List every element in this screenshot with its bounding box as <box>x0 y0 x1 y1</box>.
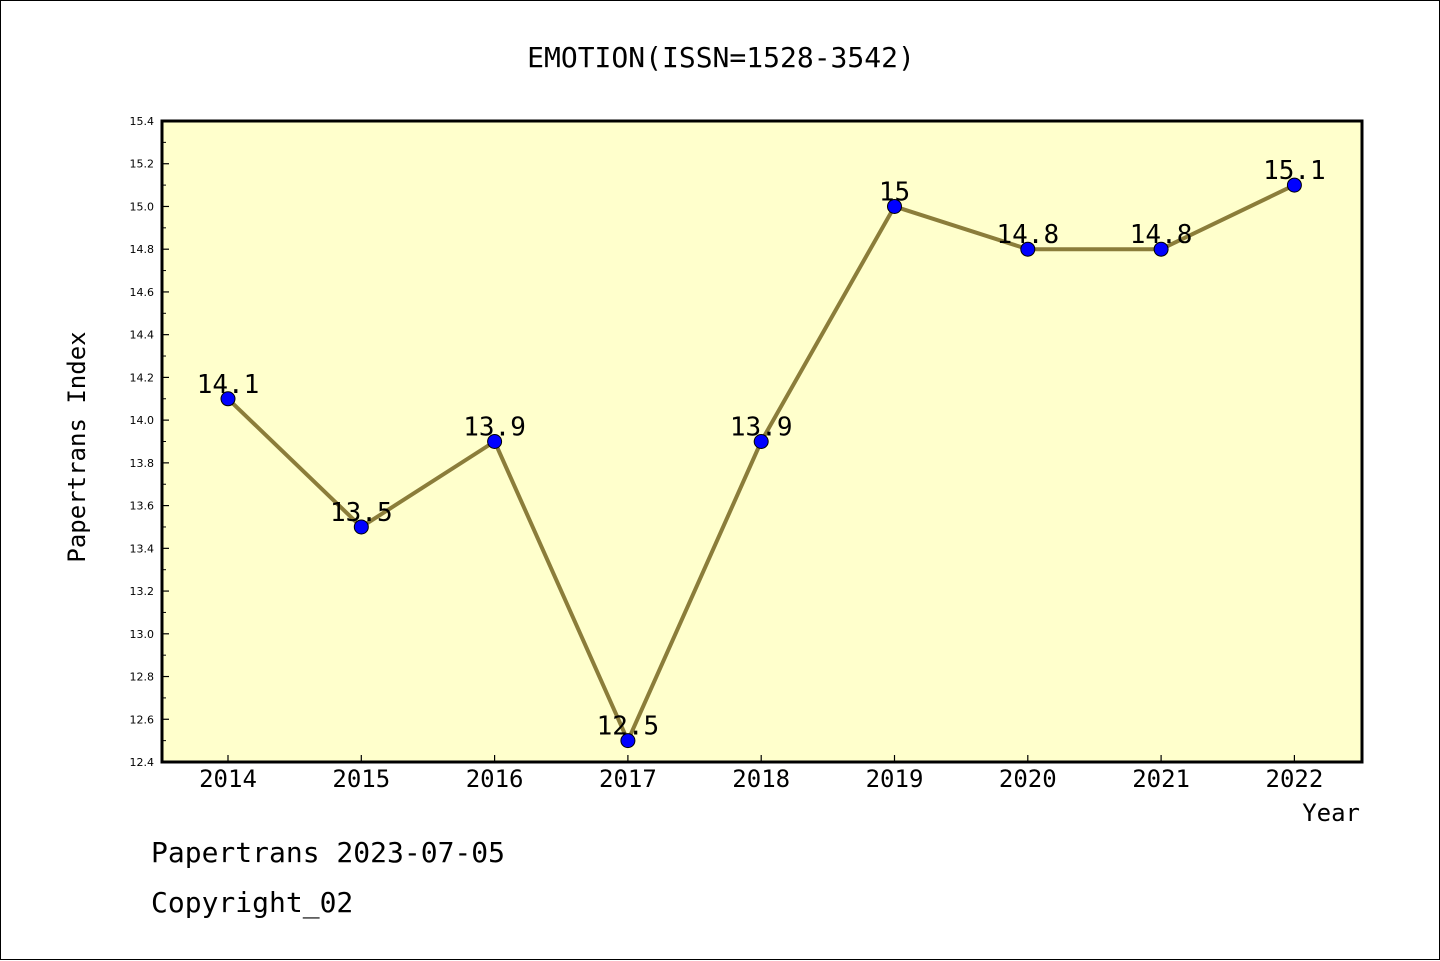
data-label: 15 <box>879 177 910 207</box>
data-point <box>620 733 636 749</box>
y-tick-label: 13.8 <box>130 457 155 470</box>
x-axis-label: Year <box>1302 799 1360 827</box>
data-label: 12.5 <box>597 712 660 742</box>
data-labels: 14.1 13.5 13.9 12.5 13.9 15 14.8 14.8 15.1 <box>197 156 1326 742</box>
y-tick-label: 15.2 <box>130 158 155 171</box>
data-label: 13.9 <box>730 413 793 443</box>
y-tick-label: 12.6 <box>130 713 155 726</box>
data-point <box>487 434 503 449</box>
data-point <box>220 391 236 407</box>
footer-copyright: Copyright_02 <box>151 886 354 919</box>
data-point <box>887 198 902 214</box>
x-tick-label: 2016 <box>466 765 524 793</box>
y-axis-label: Papertrans Index <box>63 331 91 562</box>
y-tick-labels: 12.4 12.6 12.8 13.0 13.2 13.4 13.6 13.8 14.0 14.2… <box>130 115 155 769</box>
y-tick-label: 13.4 <box>130 542 155 555</box>
data-label: 13.5 <box>330 498 393 528</box>
x-tick-label: 2019 <box>866 765 924 793</box>
y-tick-label: 12.8 <box>130 671 155 684</box>
x-tick-label: 2015 <box>332 765 390 793</box>
footer-date: Papertrans 2023-07-05 <box>151 836 506 869</box>
x-tick-label: 2021 <box>1132 765 1190 793</box>
data-label: 13.9 <box>463 413 526 443</box>
y-tick-label: 14.8 <box>130 243 155 256</box>
y-tick-label: 14.0 <box>130 414 155 427</box>
data-points <box>220 177 1302 749</box>
y-tick-label: 12.4 <box>130 756 155 769</box>
x-tick-label: 2020 <box>999 765 1057 793</box>
y-tick-label: 14.4 <box>130 329 155 342</box>
plot-border <box>160 119 1364 764</box>
x-tick-labels: 2014 2015 2016 2017 2018 2019 2020 2021 2022 <box>199 765 1323 793</box>
data-point <box>353 519 369 535</box>
data-point <box>1286 177 1302 193</box>
data-label: 15.1 <box>1263 156 1326 186</box>
x-tick-label: 2022 <box>1266 765 1324 793</box>
y-tick-label: 13.6 <box>130 500 155 513</box>
data-point <box>753 434 769 449</box>
data-point <box>1020 241 1036 257</box>
x-tick-label: 2014 <box>199 765 257 793</box>
y-tick-label: 14.6 <box>130 286 155 299</box>
y-tick-label: 15.0 <box>130 200 155 213</box>
y-tick-label: 15.4 <box>130 115 155 128</box>
data-point <box>1153 241 1169 257</box>
chart-title: EMOTION(ISSN=1528-3542) <box>527 41 915 74</box>
x-tick-label: 2018 <box>732 765 790 793</box>
x-tick-label: 2017 <box>599 765 657 793</box>
data-label: 14.1 <box>197 370 260 400</box>
y-tick-label: 13.0 <box>130 628 155 641</box>
data-label: 14.8 <box>996 220 1059 250</box>
y-tick-label: 13.2 <box>130 585 155 598</box>
y-tick-label: 14.2 <box>130 371 155 384</box>
data-label: 14.8 <box>1130 220 1193 250</box>
